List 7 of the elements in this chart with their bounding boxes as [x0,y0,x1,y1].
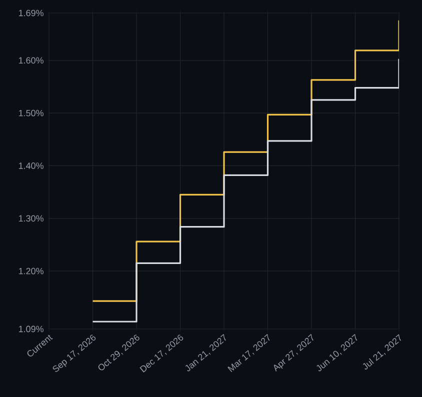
y-tick-label: 1.69% [18,10,44,16]
y-tick-label: 1.09% [18,326,44,332]
y-tick-label: 1.20% [18,268,44,274]
y-tick-label: 1.30% [18,215,44,222]
y-tick-label: 1.40% [18,162,44,169]
y-tick-label: 1.60% [18,57,44,64]
y-tick-label: 1.50% [18,110,44,116]
